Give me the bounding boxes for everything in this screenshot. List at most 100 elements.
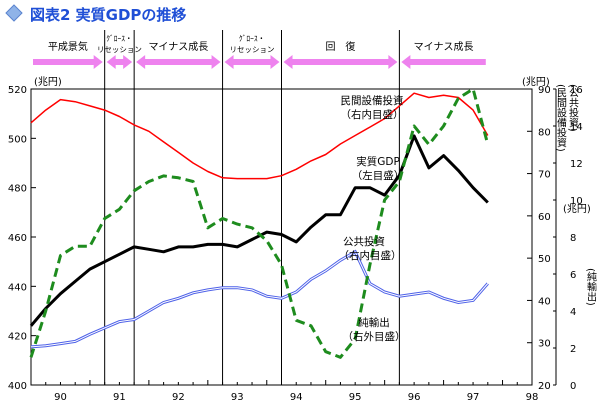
data-point xyxy=(325,154,326,155)
data-point xyxy=(134,246,135,247)
left-axis-tick-label: 500 xyxy=(8,134,27,145)
data-point xyxy=(119,209,120,210)
data-point xyxy=(399,296,400,297)
period-arrow xyxy=(136,55,221,69)
data-point xyxy=(296,292,297,293)
data-point xyxy=(31,122,32,123)
right-outer-axis-tick-label: 8 xyxy=(570,233,576,244)
data-point xyxy=(45,110,46,111)
right-outer-axis-tick-label: 2 xyxy=(570,344,576,355)
data-point xyxy=(487,144,488,145)
period-label: ｸﾞﾛｰｽ・ xyxy=(106,34,132,43)
left-axis-unit: (兆円) xyxy=(34,76,62,88)
data-point xyxy=(473,110,474,111)
data-point xyxy=(266,296,267,297)
data-point xyxy=(193,181,194,182)
data-point xyxy=(311,325,312,326)
data-point xyxy=(473,187,474,188)
right-inner-axis-tick-label: 60 xyxy=(538,212,551,223)
data-point xyxy=(89,246,90,247)
data-point xyxy=(428,292,429,293)
series-line-public-investment-inner xyxy=(30,251,489,348)
data-point xyxy=(75,101,76,102)
data-point xyxy=(119,321,120,322)
data-point xyxy=(75,246,76,247)
data-point xyxy=(134,319,135,320)
data-point xyxy=(414,93,415,94)
data-point xyxy=(296,169,297,170)
data-point xyxy=(207,289,208,290)
series-line-public-investment xyxy=(30,249,489,349)
right-inner-axis-tick-label: 70 xyxy=(538,170,551,181)
data-point xyxy=(369,127,370,128)
data-point xyxy=(75,341,76,342)
data-point xyxy=(473,300,474,301)
period-label: マイナス成長 xyxy=(414,41,474,53)
period-label: リセッション xyxy=(97,45,142,54)
data-point xyxy=(178,177,179,178)
data-point xyxy=(163,251,164,252)
data-point xyxy=(252,239,253,240)
period-arrow xyxy=(106,55,133,69)
data-point xyxy=(384,195,385,196)
data-point xyxy=(178,246,179,247)
x-axis-tick-label: 94 xyxy=(290,392,303,403)
data-point xyxy=(45,345,46,346)
left-axis-tick-label: 480 xyxy=(8,184,27,195)
data-point xyxy=(207,244,208,245)
right-inner-axis-tick-label: 50 xyxy=(538,254,551,265)
title-diamond-icon xyxy=(5,4,23,22)
data-point xyxy=(325,214,326,215)
right-outer-axis-title: (純輸出) xyxy=(585,268,597,306)
right-inner-axis-title: (公共投資) xyxy=(567,84,579,132)
data-point xyxy=(134,190,135,191)
period-label: ｸﾞﾛｰｽ・ xyxy=(239,34,265,43)
data-point xyxy=(325,351,326,352)
right-inner-axis-title: (民間設備投資) xyxy=(555,84,567,152)
annotation-net_exports: 純輸出 xyxy=(358,316,390,329)
data-point xyxy=(252,227,253,228)
period-label: 平成景気 xyxy=(48,40,88,53)
data-point xyxy=(134,124,135,125)
data-point xyxy=(369,187,370,188)
data-point xyxy=(104,261,105,262)
period-label: マイナス成長 xyxy=(148,41,208,53)
annotation-public: 公共投資 xyxy=(343,235,385,248)
data-point xyxy=(31,325,32,326)
data-point xyxy=(384,292,385,293)
right-inner-axis-tick-label: 30 xyxy=(538,339,551,350)
annotation-gdp: （左目盛） xyxy=(352,169,405,182)
data-point xyxy=(296,320,297,321)
annotation-net_exports: （右外目盛） xyxy=(343,330,406,343)
data-point xyxy=(458,302,459,303)
right-outer-axis-tick-label: 10 xyxy=(570,196,583,207)
data-point xyxy=(266,232,267,233)
data-point xyxy=(487,283,488,284)
data-point xyxy=(369,283,370,284)
data-point xyxy=(45,311,46,312)
data-point xyxy=(60,343,61,344)
data-point xyxy=(311,227,312,228)
data-point xyxy=(311,160,312,161)
data-point xyxy=(104,218,105,219)
right-inner-axis-tick-label: 20 xyxy=(538,381,551,392)
left-axis-tick-label: 400 xyxy=(8,381,27,392)
right-outer-axis-tick-label: 6 xyxy=(570,270,576,281)
data-point xyxy=(178,152,179,153)
data-point xyxy=(163,141,164,142)
x-axis-tick-label: 95 xyxy=(349,392,362,403)
right-inner-axis-tick-label: 90 xyxy=(538,85,551,96)
x-axis-tick-label: 98 xyxy=(526,392,539,403)
data-point xyxy=(266,178,267,179)
data-point xyxy=(296,241,297,242)
data-point xyxy=(414,294,415,295)
data-point xyxy=(443,298,444,299)
data-point xyxy=(104,327,105,328)
data-point xyxy=(31,346,32,347)
data-point xyxy=(340,214,341,215)
data-point xyxy=(60,99,61,100)
data-point xyxy=(193,163,194,164)
data-point xyxy=(428,144,429,145)
